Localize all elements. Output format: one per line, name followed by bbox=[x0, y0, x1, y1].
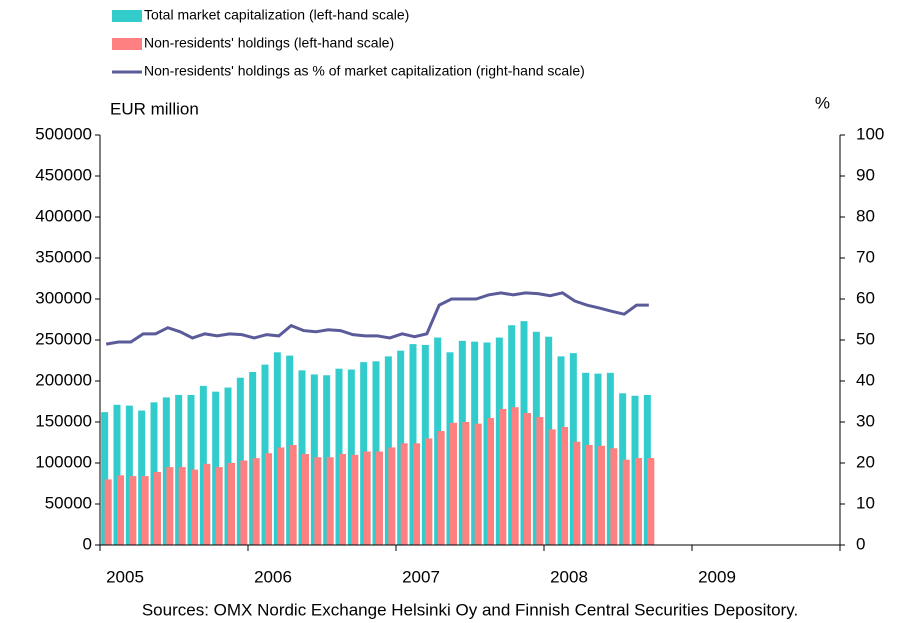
bar bbox=[487, 417, 494, 545]
bar bbox=[166, 467, 174, 545]
source: Sources: OMX Nordic Exchange Helsinki Oy… bbox=[142, 600, 798, 619]
bar bbox=[573, 441, 581, 545]
bar bbox=[265, 453, 272, 545]
y2-tick-label: 70 bbox=[856, 247, 875, 266]
bar bbox=[508, 325, 516, 545]
bar bbox=[203, 463, 211, 545]
y-tick-label: 50000 bbox=[45, 493, 92, 512]
bar bbox=[511, 407, 519, 545]
x-tick-label: 2008 bbox=[550, 567, 588, 586]
bar bbox=[339, 453, 346, 545]
bar bbox=[113, 404, 121, 545]
bar bbox=[635, 458, 642, 545]
y2-tick-label: 40 bbox=[856, 370, 875, 389]
bar bbox=[101, 412, 109, 545]
x-tick-label: 2005 bbox=[106, 567, 144, 586]
bar bbox=[363, 451, 371, 545]
y-tick-label: 0 bbox=[83, 534, 92, 553]
y-tick-label: 500000 bbox=[35, 124, 92, 143]
y2-tick-label: 20 bbox=[856, 452, 875, 471]
bar bbox=[154, 472, 161, 545]
bar bbox=[215, 467, 223, 545]
bar bbox=[536, 417, 544, 545]
bar bbox=[351, 454, 359, 545]
y2-axis-label: % bbox=[815, 93, 830, 112]
bar bbox=[240, 460, 248, 545]
bar bbox=[598, 445, 605, 545]
y-tick-label: 150000 bbox=[35, 411, 92, 430]
y-tick-label: 350000 bbox=[35, 247, 92, 266]
bar bbox=[326, 457, 334, 545]
bar bbox=[125, 405, 133, 545]
x-tick-label: 2009 bbox=[698, 567, 736, 586]
y-tick-label: 300000 bbox=[35, 288, 92, 307]
legend-label: Non-residents' holdings as % of market c… bbox=[144, 63, 585, 79]
bar bbox=[400, 443, 408, 545]
y2-tick-label: 0 bbox=[856, 534, 865, 553]
y2-tick-label: 90 bbox=[856, 165, 875, 184]
x-tick-label: 2007 bbox=[402, 567, 440, 586]
y-tick-label: 200000 bbox=[35, 370, 92, 389]
y-tick-label: 250000 bbox=[35, 329, 92, 348]
bar bbox=[425, 438, 433, 545]
bar bbox=[302, 453, 309, 545]
bar bbox=[437, 431, 445, 545]
y2-tick-label: 100 bbox=[856, 124, 884, 143]
y-axis-label: EUR million bbox=[110, 99, 199, 118]
bar bbox=[277, 447, 285, 545]
bar bbox=[561, 426, 568, 545]
y-tick-label: 100000 bbox=[35, 452, 92, 471]
bar bbox=[191, 469, 198, 545]
bar bbox=[499, 408, 507, 545]
bar bbox=[413, 443, 420, 545]
bar bbox=[548, 429, 556, 545]
bar bbox=[450, 422, 457, 545]
legend-swatch bbox=[112, 10, 142, 22]
bar bbox=[289, 444, 297, 545]
bar bbox=[104, 479, 112, 545]
legend-label: Non-residents' holdings (left-hand scale… bbox=[144, 35, 394, 51]
y2-tick-label: 10 bbox=[856, 493, 875, 512]
legend-swatch bbox=[112, 38, 142, 50]
legend-label: Total market capitalization (left-hand s… bbox=[144, 7, 409, 23]
bar bbox=[314, 457, 322, 545]
y2-tick-label: 30 bbox=[856, 411, 875, 430]
bar bbox=[252, 458, 260, 545]
bar bbox=[647, 458, 655, 545]
bar bbox=[141, 476, 149, 545]
y2-tick-label: 50 bbox=[856, 329, 875, 348]
bar bbox=[462, 422, 470, 545]
bar bbox=[129, 476, 137, 545]
bar bbox=[376, 451, 383, 545]
bar bbox=[388, 447, 396, 545]
y2-tick-label: 60 bbox=[856, 288, 875, 307]
bar bbox=[622, 459, 630, 545]
bar bbox=[524, 412, 531, 545]
bar bbox=[610, 448, 618, 545]
bar bbox=[228, 463, 235, 545]
bar bbox=[474, 423, 482, 545]
y2-tick-label: 80 bbox=[856, 206, 875, 225]
bar bbox=[117, 475, 124, 545]
bar bbox=[178, 467, 186, 545]
bar bbox=[585, 444, 593, 545]
x-tick-label: 2006 bbox=[254, 567, 292, 586]
y-tick-label: 400000 bbox=[35, 206, 92, 225]
line-series bbox=[105, 291, 649, 346]
y-tick-label: 450000 bbox=[35, 165, 92, 184]
